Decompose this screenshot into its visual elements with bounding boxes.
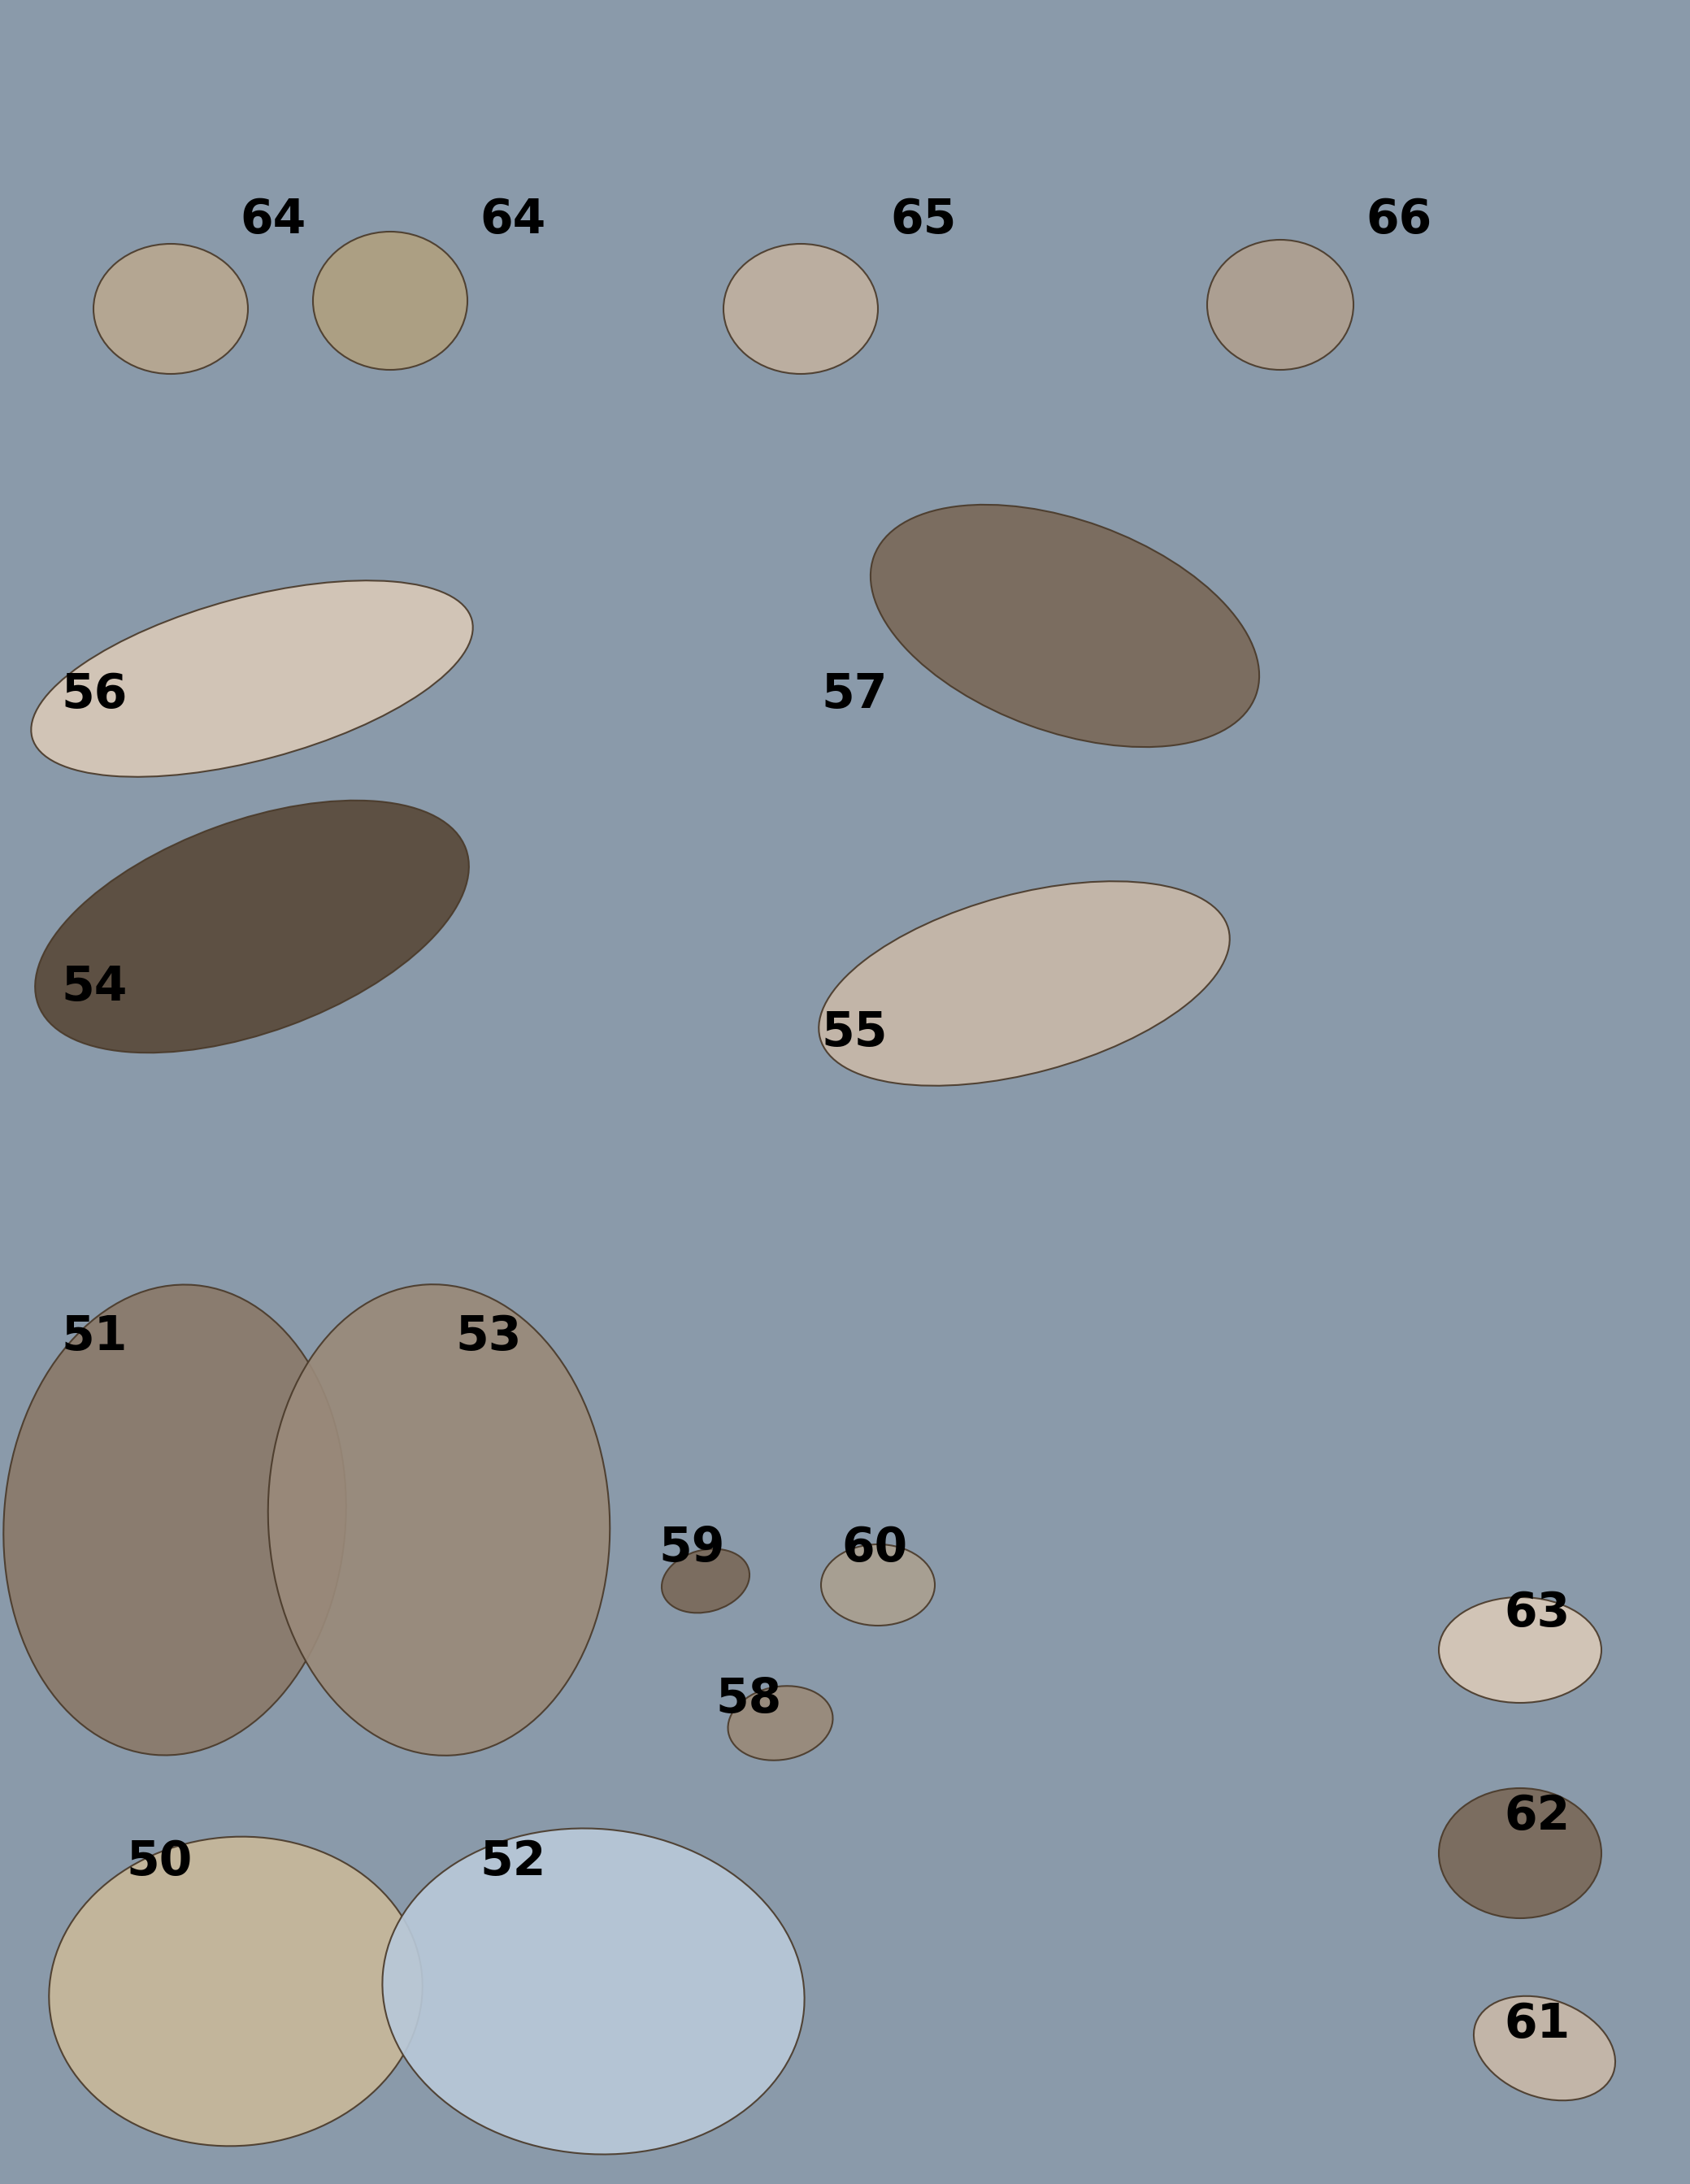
- Ellipse shape: [870, 505, 1259, 747]
- Text: 59: 59: [659, 1524, 725, 1572]
- Text: 63: 63: [1504, 1590, 1570, 1636]
- Ellipse shape: [30, 581, 473, 778]
- Text: 66: 66: [1366, 197, 1431, 242]
- Ellipse shape: [269, 1284, 610, 1756]
- Text: 53: 53: [455, 1315, 522, 1361]
- Text: 50: 50: [127, 1839, 193, 1885]
- Text: 61: 61: [1504, 2001, 1570, 2046]
- Ellipse shape: [35, 799, 468, 1053]
- Text: 60: 60: [842, 1524, 908, 1572]
- Text: 57: 57: [821, 673, 887, 719]
- Ellipse shape: [49, 1837, 422, 2147]
- Text: 64: 64: [480, 197, 546, 242]
- Ellipse shape: [821, 1544, 935, 1625]
- Text: 51: 51: [61, 1315, 127, 1361]
- Ellipse shape: [1207, 240, 1354, 369]
- Ellipse shape: [723, 245, 877, 373]
- Ellipse shape: [818, 882, 1230, 1085]
- Ellipse shape: [662, 1548, 749, 1614]
- Ellipse shape: [728, 1686, 833, 1760]
- Ellipse shape: [93, 245, 248, 373]
- Text: 52: 52: [480, 1839, 546, 1885]
- Text: 64: 64: [240, 197, 306, 242]
- Text: 55: 55: [821, 1009, 887, 1055]
- Text: 62: 62: [1504, 1793, 1570, 1839]
- Ellipse shape: [1474, 1996, 1616, 2101]
- Text: 65: 65: [891, 197, 957, 242]
- Text: 58: 58: [715, 1675, 781, 1721]
- Ellipse shape: [313, 232, 468, 369]
- Ellipse shape: [382, 1828, 804, 2153]
- Ellipse shape: [3, 1284, 346, 1756]
- Ellipse shape: [1438, 1597, 1602, 1704]
- Text: 56: 56: [61, 673, 127, 719]
- Text: 54: 54: [61, 965, 127, 1011]
- Ellipse shape: [1438, 1789, 1602, 1918]
